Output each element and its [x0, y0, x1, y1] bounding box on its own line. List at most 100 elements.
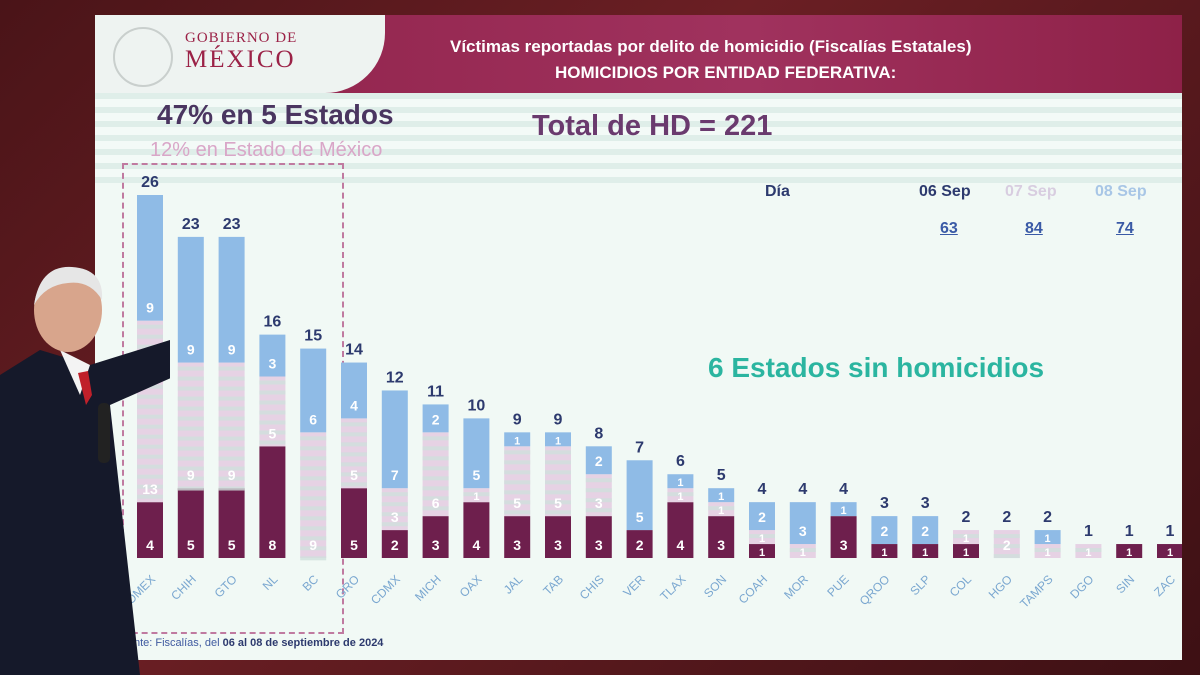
bar-stripe	[218, 446, 245, 451]
bar-stripe	[177, 436, 204, 441]
bar-segment-06-sep	[259, 446, 286, 558]
bar-stripe	[177, 376, 204, 381]
bar-stripe	[259, 400, 286, 405]
bar-stripe	[341, 452, 367, 457]
bar-segment-06-sep	[381, 530, 408, 558]
slide-subtitle: HOMICIDIOS POR ENTIDAD FEDERATIVA:	[555, 63, 897, 82]
bar-total-label: 4	[839, 481, 848, 498]
bar-segment-06-sep	[912, 544, 939, 558]
segment-value-label: 5	[554, 495, 562, 511]
bar-stripe	[993, 534, 1020, 539]
bar-total-label: 4	[758, 481, 767, 498]
x-axis-label: COL	[947, 572, 975, 600]
bar-segment-06-sep	[830, 516, 857, 558]
bar-stripe	[218, 376, 245, 381]
bar-segment-08-sep	[463, 418, 490, 489]
bar-segment-06-sep	[1157, 544, 1182, 558]
segment-value-label: 1	[514, 435, 520, 447]
bar-stripe	[300, 476, 327, 481]
bar-stripe	[218, 396, 245, 401]
bar-total-label: 3	[880, 495, 889, 512]
bar-stripe	[585, 488, 612, 493]
x-axis-label: MOR	[781, 572, 811, 602]
segment-value-label: 1	[677, 477, 683, 489]
bar-stripe	[218, 486, 245, 491]
segment-value-label: 5	[513, 495, 521, 511]
segment-value-label: 5	[350, 537, 358, 553]
x-axis-label: OAX	[457, 572, 485, 600]
segment-value-label: 9	[187, 342, 195, 358]
bar-stripe	[422, 496, 449, 501]
bar-stripe	[1034, 548, 1061, 553]
segment-value-label: 2	[921, 523, 929, 539]
segment-value-label: 2	[1003, 537, 1011, 553]
bar-stripe	[504, 450, 531, 455]
segment-value-label: 3	[513, 537, 521, 553]
bar-total-label: 7	[635, 439, 644, 456]
segment-value-label: 1	[881, 547, 887, 559]
bar-stripe	[545, 490, 571, 495]
x-axis-label: DGO	[1067, 572, 1096, 601]
bar-segment-08-sep	[912, 516, 939, 545]
x-axis-label: VER	[620, 572, 648, 600]
bar-total-label: 11	[427, 383, 444, 400]
bar-stripe	[137, 414, 163, 419]
gobierno-logo: GOBIERNO DE MÉXICO	[95, 15, 385, 93]
segment-value-label: 1	[963, 547, 969, 559]
segment-value-label: 1	[1085, 547, 1091, 559]
bar-stripe	[585, 508, 612, 513]
bar-stripe	[137, 434, 163, 439]
footnote-prefix: Fuente: Fiscalías, del	[115, 637, 223, 649]
bar-segment-08-sep	[504, 432, 531, 447]
bar-stripe	[504, 510, 531, 515]
source-footnote: Fuente: Fiscalías, del 06 al 08 de septi…	[115, 637, 383, 649]
total-label: Total de HD = 221	[532, 110, 773, 142]
bar-total-label: 23	[182, 216, 200, 233]
segment-value-label: 1	[718, 491, 724, 503]
bar-segment-06-sep	[137, 502, 163, 558]
x-axis-label: SIN	[1113, 572, 1137, 596]
segment-value-label: 3	[799, 523, 807, 539]
day-06-label: 06 Sep	[919, 183, 971, 200]
bar-total-label: 2	[1002, 509, 1011, 526]
bar-stripe	[545, 450, 571, 455]
bar-stripe	[341, 462, 367, 467]
bar-stripe	[218, 366, 245, 371]
segment-value-label: 9	[309, 537, 317, 553]
day-08-total: 74	[1116, 220, 1134, 237]
segment-value-label: 3	[432, 537, 440, 553]
segment-value-label: 3	[391, 509, 399, 525]
bar-segment-08-sep	[137, 195, 163, 321]
bar-segment-08-sep	[381, 390, 408, 489]
day-label: Día	[765, 183, 790, 200]
bar-stripe	[177, 486, 204, 491]
bar-segment-08-sep	[1034, 530, 1061, 545]
bar-stripe	[1075, 548, 1102, 553]
bar-stripe	[300, 466, 327, 471]
segment-value-label: 2	[881, 523, 889, 539]
bar-stripe	[300, 536, 327, 541]
bar-total-label: 15	[304, 328, 322, 345]
bar-stripe	[259, 410, 286, 415]
bar-total-label: 14	[345, 342, 363, 359]
segment-value-label: 9	[146, 300, 154, 316]
presenter-tie	[78, 371, 92, 405]
x-axis-label: HGO	[986, 572, 1015, 601]
segment-value-label: 1	[1126, 547, 1132, 559]
bar-stripe	[218, 386, 245, 391]
bar-total-label: 8	[594, 425, 603, 442]
bar-stripe	[300, 456, 327, 461]
logo-line2: MÉXICO	[185, 46, 296, 73]
microphone-icon	[98, 403, 110, 463]
segment-value-label: 3	[717, 537, 725, 553]
x-axis-label: TAMPS	[1017, 572, 1056, 611]
bar-stripe	[545, 470, 571, 475]
bar-stripe	[218, 426, 245, 431]
bar-segment-08-sep	[422, 404, 449, 433]
bar-stripe	[137, 474, 163, 479]
bar-stripe	[177, 426, 204, 431]
bar-segment-08-sep	[545, 432, 571, 447]
pct-states-label: 47% en 5 Estados	[157, 99, 394, 130]
bar-segment-06-sep	[667, 502, 694, 558]
bar-stripe	[422, 476, 449, 481]
